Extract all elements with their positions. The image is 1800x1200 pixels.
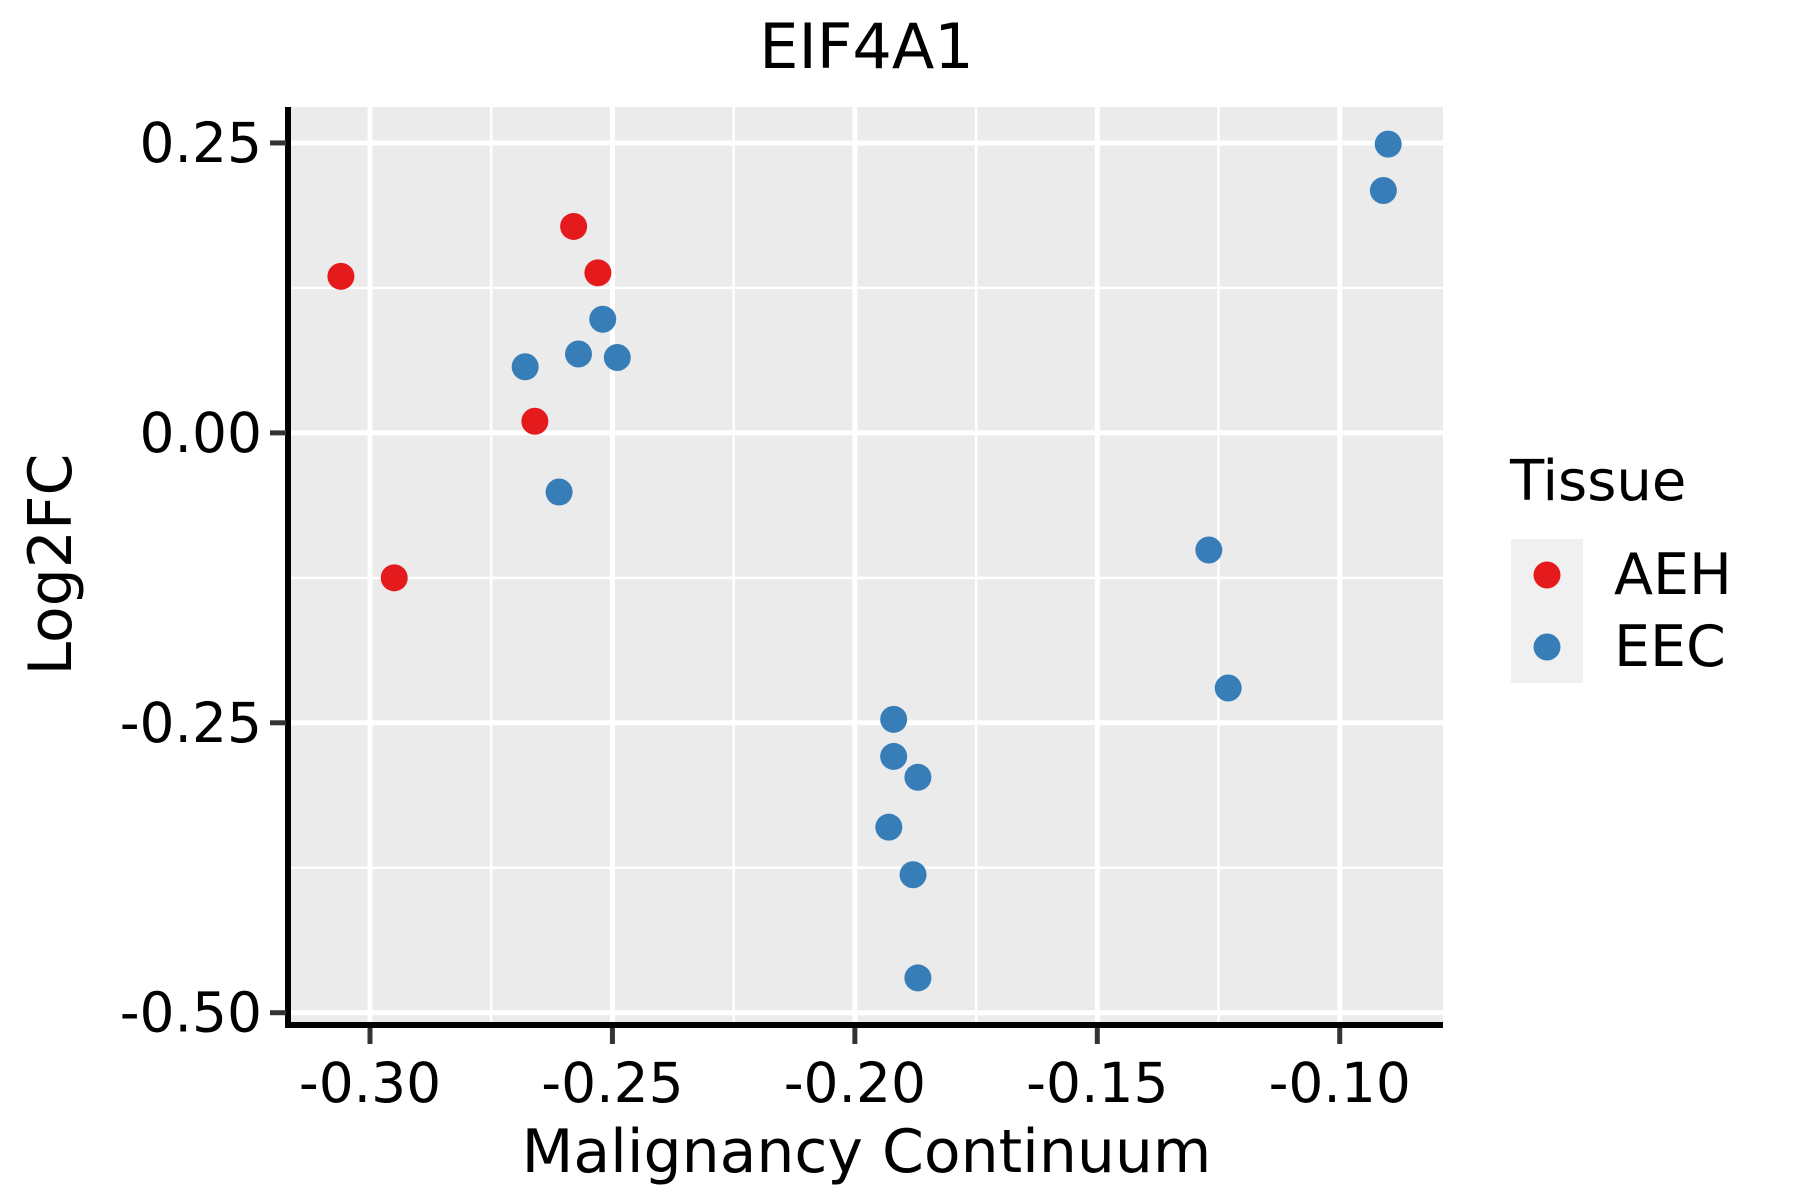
data-point-eec <box>545 478 573 506</box>
data-point-eec <box>880 705 908 733</box>
data-point-eec <box>904 964 932 992</box>
data-point-eec <box>1214 674 1242 702</box>
legend-key-dot-aeh <box>1533 561 1561 589</box>
legend-label-eec: EEC <box>1614 614 1726 680</box>
y-tick-label: 0.00 <box>140 401 262 465</box>
data-point-eec <box>564 340 592 368</box>
y-tick-label: 0.25 <box>140 111 262 175</box>
x-tick-label: -0.20 <box>784 1051 926 1115</box>
legend-title: Tissue <box>1509 449 1686 514</box>
data-point-aeh <box>560 212 588 240</box>
x-tick-label: -0.30 <box>299 1051 441 1115</box>
legend-key-dot-eec <box>1533 633 1561 661</box>
data-point-aeh <box>521 407 549 435</box>
x-tick-label: -0.15 <box>1026 1051 1168 1115</box>
y-tick-label: -0.50 <box>120 981 262 1045</box>
y-axis-title: Log2FC <box>16 454 86 676</box>
x-tick-label: -0.10 <box>1269 1051 1411 1115</box>
data-point-eec <box>904 763 932 791</box>
data-point-eec <box>1374 130 1402 158</box>
y-tick-label: -0.25 <box>120 691 262 755</box>
chart-title: EIF4A1 <box>759 10 973 83</box>
data-point-aeh <box>327 262 355 290</box>
data-point-eec <box>1195 536 1223 564</box>
data-point-aeh <box>380 564 408 592</box>
data-point-eec <box>899 861 927 889</box>
data-point-eec <box>603 343 631 371</box>
data-point-eec <box>1369 176 1397 204</box>
data-point-aeh <box>584 259 612 287</box>
data-point-eec <box>511 353 539 381</box>
legend-label-aeh: AEH <box>1614 542 1732 608</box>
x-axis-title: Malignancy Continuum <box>522 1117 1212 1187</box>
data-point-eec <box>589 305 617 333</box>
x-tick-label: -0.25 <box>541 1051 683 1115</box>
panel-background <box>290 107 1443 1022</box>
data-point-eec <box>880 742 908 770</box>
data-point-eec <box>875 813 903 841</box>
